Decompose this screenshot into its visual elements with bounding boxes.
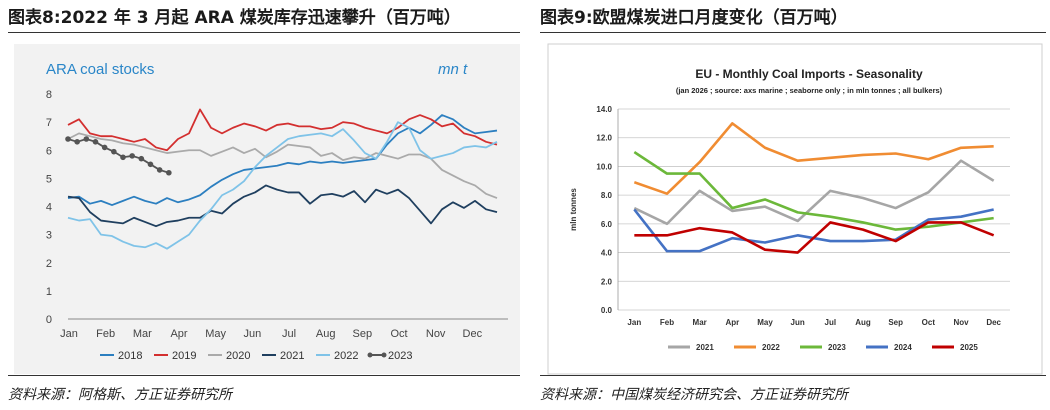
x-tick-label: Jun (243, 328, 261, 340)
legend-label-2023: 2023 (828, 343, 846, 352)
legend-label-2018: 2018 (118, 350, 142, 362)
x-tick-label: Dec (986, 318, 1001, 327)
data-point-2023 (83, 136, 90, 142)
series-line-2018 (67, 114, 498, 206)
data-point-2023 (65, 136, 71, 142)
y-tick-label: 10.0 (596, 162, 612, 171)
chart-subtitle: (jan 2026 ; source: axs marine ; seaborn… (676, 86, 943, 95)
left-source-rule (8, 375, 520, 376)
left-title-rule (8, 32, 520, 33)
chart-title: EU - Monthly Coal Imports - Seasonality (695, 67, 923, 81)
x-tick-label: Apr (170, 328, 187, 340)
right-source-note: 资料来源：中国煤炭经济研究会、方正证券研究所 (540, 387, 848, 403)
data-point-2023 (147, 161, 154, 168)
x-tick-label: Jul (825, 318, 837, 327)
y-tick-label: 2.0 (601, 277, 613, 286)
legend-label-2022: 2022 (762, 343, 780, 352)
y-tick-label: 8 (46, 89, 52, 101)
x-tick-label: Mar (693, 318, 707, 327)
legend-label-2025: 2025 (960, 343, 978, 352)
x-tick-label: Jan (627, 318, 641, 327)
x-tick-label: Oct (922, 318, 936, 327)
x-tick-label: May (757, 318, 773, 327)
data-point-2023 (156, 167, 163, 173)
data-point-2023 (166, 169, 172, 176)
data-point-2023 (74, 139, 80, 145)
x-tick-label: Jul (282, 328, 296, 340)
y-tick-label: 0.0 (601, 306, 613, 315)
y-tick-label: 1 (46, 286, 52, 298)
y-tick-label: 7 (46, 117, 52, 129)
x-tick-label: Nov (953, 318, 969, 327)
legend-label-2021: 2021 (696, 343, 714, 352)
chart-border (547, 43, 1043, 375)
right-title-rule (540, 32, 1046, 33)
series-line-2025 (634, 221, 995, 254)
series-line-2021 (633, 159, 995, 226)
x-tick-label: Jun (791, 318, 805, 327)
data-point-2023 (138, 155, 145, 162)
y-axis-label: mln tonnes (569, 188, 578, 231)
left-figure-title: 图表8:2022 年 3 月起 ARA 煤炭库存迅速攀升（百万吨） (8, 8, 461, 28)
legend-label-2021: 2021 (280, 350, 304, 362)
data-point-2023 (120, 154, 126, 161)
y-tick-label: 6.0 (601, 220, 613, 229)
y-tick-label: 4 (46, 202, 52, 214)
y-tick-label: 4.0 (601, 249, 613, 258)
series-line-2022 (633, 122, 994, 196)
x-tick-label: Aug (316, 328, 336, 340)
y-tick-label: 6 (46, 145, 52, 157)
x-tick-label: Oct (390, 328, 407, 340)
y-tick-label: 3 (46, 230, 52, 242)
legend-label-2020: 2020 (226, 350, 250, 362)
x-tick-label: Mar (133, 328, 152, 340)
data-point-2023 (101, 144, 108, 151)
x-tick-label: May (205, 328, 226, 340)
ara-coal-stocks-chart: ARA coal stocks mn t 0 1 2 3 4 5 6 7 8 Jan Feb Mar Apr… (14, 44, 520, 374)
x-tick-label: Sep (353, 328, 373, 340)
legend-label-2024: 2024 (894, 343, 912, 352)
left-source-note: 资料来源：阿格斯、方正证券研究所 (8, 387, 232, 403)
legend-label-2019: 2019 (172, 350, 196, 362)
right-source-rule (540, 375, 1046, 376)
x-tick-label: Jan (60, 328, 78, 340)
legend-label-2022: 2022 (334, 350, 358, 362)
series-line-2020 (67, 132, 498, 199)
y-tick-label: 12.0 (596, 134, 612, 143)
series-line-2023 (633, 150, 994, 231)
x-tick-label: Apr (725, 318, 739, 327)
right-figure-title: 图表9:欧盟煤炭进口月度变化（百万吨） (540, 8, 848, 28)
series-line-2022 (67, 121, 498, 250)
x-tick-label: Feb (660, 318, 674, 327)
x-tick-label: Nov (426, 328, 446, 340)
y-tick-label: 0 (46, 314, 52, 326)
x-tick-label: Aug (855, 318, 871, 327)
chart-title: ARA coal stocks (46, 61, 154, 78)
legend-marker-2023 (367, 352, 373, 358)
x-tick-label: Dec (463, 328, 483, 340)
data-point-2023 (111, 148, 117, 155)
legend-marker-2023 (381, 352, 387, 358)
unit-label: mn t (438, 61, 468, 78)
data-point-2023 (129, 153, 135, 159)
data-point-2023 (92, 139, 99, 145)
x-tick-label: Feb (96, 328, 115, 340)
eu-coal-imports-chart: EU - Monthly Coal Imports - Seasonality (… (547, 43, 1043, 375)
y-tick-label: 8.0 (601, 191, 613, 200)
left-figure-panel: 图表8:2022 年 3 月起 ARA 煤炭库存迅速攀升（百万吨） ARA co… (8, 8, 520, 403)
y-tick-label: 14.0 (596, 105, 612, 114)
x-tick-label: Sep (888, 318, 903, 327)
legend-label-2023: 2023 (388, 350, 412, 362)
series-line-2019 (67, 108, 498, 152)
y-tick-label: 2 (46, 258, 52, 270)
y-tick-label: 5 (46, 173, 52, 185)
series-line-2021 (67, 184, 498, 228)
right-figure-panel: 图表9:欧盟煤炭进口月度变化（百万吨） EU - Monthly Coal Im… (536, 0, 1050, 410)
